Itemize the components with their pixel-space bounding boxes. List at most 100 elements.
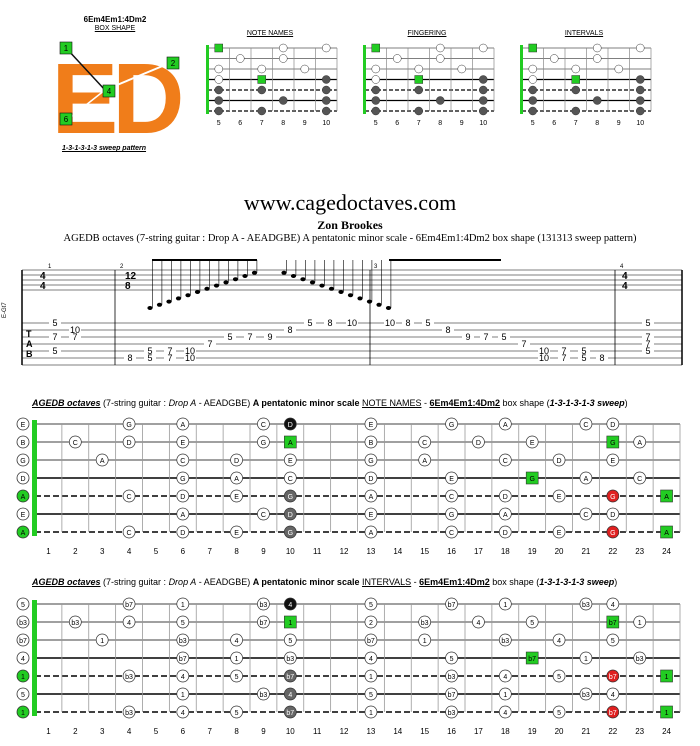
note-marker: D bbox=[498, 525, 512, 539]
svg-text:5: 5 bbox=[21, 692, 25, 699]
tab-number: 7 bbox=[521, 339, 526, 349]
note-marker: 1 bbox=[498, 687, 512, 701]
mini-fret-number: 5 bbox=[217, 120, 221, 127]
svg-text:C: C bbox=[449, 530, 454, 537]
mini-marker bbox=[371, 64, 380, 74]
tab-number: 5 bbox=[581, 353, 586, 363]
fret-number: 10 bbox=[286, 727, 295, 736]
mini-marker bbox=[322, 85, 331, 95]
svg-text:5: 5 bbox=[369, 692, 373, 699]
tab-number: 5 bbox=[227, 332, 232, 342]
note-marker: 4 bbox=[176, 669, 190, 683]
note-marker: G bbox=[176, 471, 190, 485]
tab-number: 7 bbox=[72, 332, 77, 342]
svg-text:1: 1 bbox=[369, 674, 373, 681]
svg-text:b3: b3 bbox=[448, 710, 456, 717]
mini-marker bbox=[371, 75, 380, 84]
mini-fret-number: 7 bbox=[260, 120, 264, 127]
open-string-label: 5 bbox=[16, 687, 30, 701]
tab-bg bbox=[304, 319, 316, 327]
tab-number: 8 bbox=[127, 353, 132, 363]
tab-number: 10 bbox=[185, 346, 195, 356]
open-string-label: b3 bbox=[16, 615, 30, 629]
svg-text:1: 1 bbox=[21, 674, 25, 681]
site-url[interactable]: www.cagedoctaves.com bbox=[243, 190, 457, 215]
svg-text:2: 2 bbox=[369, 620, 373, 627]
note-marker: 1 bbox=[95, 633, 109, 647]
mini-marker bbox=[257, 85, 266, 95]
svg-text:4: 4 bbox=[611, 602, 615, 609]
tab-number: 7 bbox=[207, 339, 212, 349]
open-string-label: b7 bbox=[16, 633, 30, 647]
fret-number: 2 bbox=[73, 727, 78, 736]
fret-number: 1 bbox=[46, 727, 51, 736]
tab-number: 9 bbox=[465, 332, 470, 342]
note-marker: A bbox=[284, 435, 297, 449]
note-marker: E bbox=[230, 489, 243, 503]
svg-text:1: 1 bbox=[181, 602, 185, 609]
mini-fret-number: 8 bbox=[438, 120, 442, 127]
svg-text:5: 5 bbox=[21, 602, 25, 609]
note-marker: b7 bbox=[525, 651, 539, 665]
note-marker: E bbox=[283, 453, 297, 467]
note-marker: b7 bbox=[283, 669, 297, 683]
tab-number: 10 bbox=[347, 318, 357, 328]
tab-bg bbox=[498, 333, 510, 341]
tab-number: 8 bbox=[599, 353, 604, 363]
note-marker: E bbox=[552, 525, 566, 539]
tab-bg bbox=[642, 333, 654, 341]
note-marker: b7 bbox=[122, 597, 136, 611]
svg-text:5: 5 bbox=[557, 674, 561, 681]
svg-text:C: C bbox=[583, 512, 588, 519]
tab-bg bbox=[69, 333, 81, 341]
note-marker: A bbox=[633, 435, 647, 449]
tab-bg bbox=[144, 347, 156, 355]
svg-text:5: 5 bbox=[530, 620, 534, 627]
svg-text:G: G bbox=[126, 422, 131, 429]
svg-text:b3: b3 bbox=[582, 602, 590, 609]
fret-number: 22 bbox=[608, 547, 617, 556]
note-marker: E bbox=[606, 453, 620, 467]
note-marker: C bbox=[445, 525, 458, 539]
svg-text:A: A bbox=[180, 512, 185, 519]
note-head bbox=[204, 286, 210, 291]
mini-marker bbox=[322, 96, 331, 105]
mini-marker bbox=[457, 64, 466, 74]
note-marker: 1 bbox=[176, 597, 190, 611]
tab-bg bbox=[642, 319, 654, 327]
note-marker: b7 bbox=[283, 705, 297, 719]
mini-marker bbox=[371, 43, 380, 53]
mini-marker bbox=[479, 96, 488, 105]
note-head bbox=[185, 293, 191, 298]
svg-text:4: 4 bbox=[557, 638, 561, 645]
note-marker: 1 bbox=[660, 669, 673, 683]
tab-bg bbox=[264, 333, 276, 341]
fret-number: 14 bbox=[393, 727, 402, 736]
mini-marker bbox=[414, 64, 423, 74]
tab-number: 10 bbox=[539, 346, 549, 356]
mini-marker bbox=[322, 106, 331, 116]
mini-marker bbox=[214, 43, 223, 53]
tab-number: 7 bbox=[561, 346, 566, 356]
note-marker: D bbox=[364, 471, 378, 485]
mini-marker bbox=[322, 75, 331, 84]
fret-number: 13 bbox=[366, 727, 375, 736]
finger-6-marker bbox=[59, 112, 73, 126]
note-marker: D bbox=[498, 489, 512, 503]
svg-text:b3: b3 bbox=[125, 710, 133, 717]
svg-text:G: G bbox=[610, 530, 615, 537]
note-marker: D bbox=[606, 417, 620, 431]
svg-text:b7: b7 bbox=[179, 656, 187, 663]
svg-text:1: 1 bbox=[369, 710, 373, 717]
mini-marker bbox=[479, 106, 488, 116]
mini-marker bbox=[214, 64, 223, 74]
svg-text:b7: b7 bbox=[260, 620, 268, 627]
svg-text:A: A bbox=[100, 458, 105, 465]
svg-text:b7: b7 bbox=[609, 710, 617, 717]
mini-marker bbox=[614, 64, 623, 74]
note-marker: 1 bbox=[660, 705, 673, 719]
svg-text:4: 4 bbox=[288, 692, 292, 699]
note-marker: b7 bbox=[176, 651, 190, 665]
tab-number: 5 bbox=[581, 346, 586, 356]
mini-marker bbox=[214, 96, 223, 105]
